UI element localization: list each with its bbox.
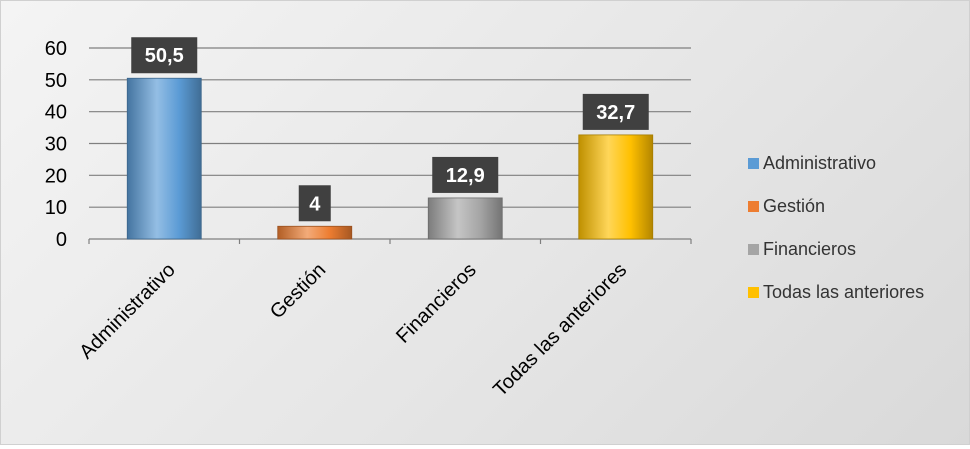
svg-text:32,7: 32,7: [596, 102, 635, 124]
y-tick-label: 10: [45, 197, 67, 219]
bar-administrativo: [126, 77, 202, 240]
data-label-administrativo: 50,5: [131, 37, 198, 74]
data-label-gestion: 4: [298, 185, 331, 222]
y-tick-label: 50: [45, 70, 67, 92]
svg-text:Todas las anteriores: Todas las anteriores: [763, 282, 924, 302]
legend-item-financieros: Financieros: [748, 239, 856, 259]
data-label-todas-las-anteriores: 32,7: [582, 93, 649, 130]
data-label-financieros: 12,9: [432, 156, 499, 193]
category-labels: Administrativo Gestión Financieros Todas la…: [75, 259, 631, 401]
data-labels: 50,5 4 12,9 32,7: [131, 37, 649, 222]
y-tick-label: 30: [45, 134, 67, 156]
svg-text:4: 4: [309, 193, 321, 215]
bars: [126, 77, 654, 240]
svg-text:Administrativo: Administrativo: [763, 153, 876, 173]
legend-item-todas-las-anteriores: Todas las anteriores: [748, 282, 924, 302]
y-tick-label: 20: [45, 165, 67, 187]
svg-text:50,5: 50,5: [145, 45, 184, 67]
y-tick-label: 0: [56, 229, 67, 251]
y-axis-ticks: 0 10 20 30 40 50 60: [45, 38, 67, 251]
legend: Administrativo Gestión Financieros Todas la…: [748, 153, 924, 302]
category-label-financieros: Financieros: [392, 259, 481, 348]
category-label-gestion: Gestión: [266, 259, 330, 323]
svg-text:12,9: 12,9: [446, 165, 485, 187]
svg-text:Financieros: Financieros: [763, 239, 856, 259]
legend-item-gestion: Gestión: [748, 196, 825, 216]
category-label-administrativo: Administrativo: [75, 259, 179, 363]
category-label-todas-las-anteriores: Todas las anteriores: [489, 259, 631, 401]
bar-gestion: [277, 225, 353, 240]
svg-text:Gestión: Gestión: [763, 196, 825, 216]
bar-financieros: [427, 197, 503, 240]
y-tick-label: 40: [45, 102, 67, 124]
bar-todas-las-anteriores: [578, 134, 654, 240]
y-tick-label: 60: [45, 38, 67, 60]
legend-item-administrativo: Administrativo: [748, 153, 876, 173]
